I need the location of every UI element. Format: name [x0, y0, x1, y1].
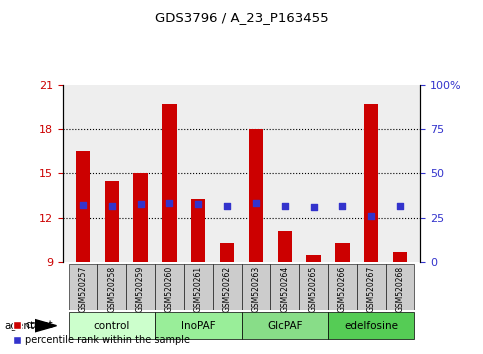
- Text: GSM520267: GSM520267: [367, 266, 376, 312]
- Bar: [98, 264, 126, 310]
- Bar: [220, 243, 234, 262]
- Bar: [393, 252, 407, 262]
- Point: [194, 202, 202, 207]
- Text: GSM520262: GSM520262: [223, 266, 231, 312]
- Text: agent: agent: [5, 321, 35, 331]
- Bar: [306, 255, 321, 262]
- Point: [281, 203, 289, 209]
- Point: [223, 203, 231, 209]
- Bar: [162, 104, 177, 262]
- Bar: [184, 264, 213, 310]
- Text: GSM520263: GSM520263: [252, 266, 260, 312]
- Bar: [191, 199, 205, 262]
- Point: [108, 203, 115, 209]
- Point: [339, 203, 346, 209]
- Bar: [105, 181, 119, 262]
- Point: [166, 200, 173, 205]
- Text: GSM520257: GSM520257: [78, 266, 87, 312]
- Text: GSM520264: GSM520264: [280, 266, 289, 312]
- Text: control: control: [94, 321, 130, 331]
- Bar: [69, 312, 155, 339]
- Bar: [133, 173, 148, 262]
- Bar: [76, 152, 90, 262]
- Point: [137, 202, 144, 207]
- Bar: [69, 264, 98, 310]
- Bar: [126, 264, 155, 310]
- Bar: [328, 312, 414, 339]
- Text: GSM520261: GSM520261: [194, 266, 203, 312]
- Polygon shape: [35, 319, 57, 332]
- Point: [252, 200, 260, 205]
- Text: GDS3796 / A_23_P163455: GDS3796 / A_23_P163455: [155, 11, 328, 24]
- Bar: [249, 129, 263, 262]
- Text: GSM520265: GSM520265: [309, 266, 318, 312]
- Bar: [328, 264, 357, 310]
- Bar: [270, 264, 299, 310]
- Bar: [357, 264, 385, 310]
- Legend: count, percentile rank within the sample: count, percentile rank within the sample: [10, 316, 194, 349]
- Bar: [278, 231, 292, 262]
- Bar: [364, 104, 378, 262]
- Bar: [242, 264, 270, 310]
- Text: edelfosine: edelfosine: [344, 321, 398, 331]
- Bar: [213, 264, 242, 310]
- Text: InoPAF: InoPAF: [181, 321, 215, 331]
- Point: [79, 202, 87, 208]
- Point: [396, 203, 404, 209]
- Bar: [335, 243, 350, 262]
- Text: GSM520268: GSM520268: [396, 266, 405, 312]
- Bar: [299, 264, 328, 310]
- Bar: [242, 312, 328, 339]
- Text: GSM520260: GSM520260: [165, 266, 174, 312]
- Text: GlcPAF: GlcPAF: [267, 321, 302, 331]
- Text: GSM520259: GSM520259: [136, 266, 145, 312]
- Bar: [155, 312, 242, 339]
- Point: [310, 204, 317, 210]
- Bar: [385, 264, 414, 310]
- Text: GSM520266: GSM520266: [338, 266, 347, 312]
- Point: [368, 213, 375, 219]
- Bar: [155, 264, 184, 310]
- Text: GSM520258: GSM520258: [107, 266, 116, 312]
